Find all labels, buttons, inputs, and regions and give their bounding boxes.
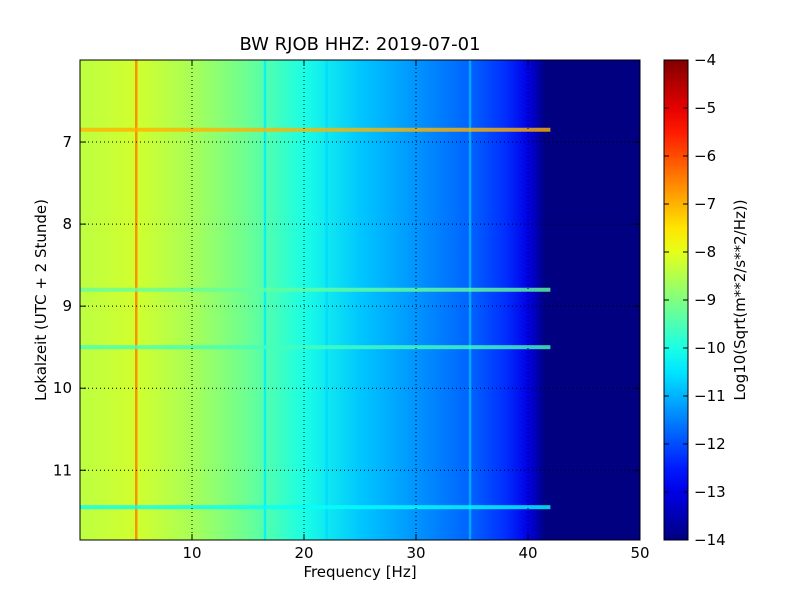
frequency-line — [325, 60, 328, 540]
colorbar-tick-label: −5 — [694, 99, 716, 117]
x-tick-label: 20 — [294, 544, 313, 562]
x-axis: 10 20 30 40 50 — [182, 60, 650, 562]
colorbar-tick-label: −14 — [694, 531, 726, 549]
time-event — [80, 505, 551, 510]
y-tick-label: 7 — [62, 133, 72, 151]
time-event — [80, 287, 551, 292]
colorbar-tick-label: −9 — [694, 291, 716, 309]
y-tick-label: 11 — [53, 461, 72, 479]
x-tick-label: 40 — [518, 544, 537, 562]
x-tick-label: 10 — [182, 544, 201, 562]
heatmap-background — [80, 60, 640, 540]
heatmap-area — [80, 60, 640, 540]
colorbar-label: Log10(Sqrt(m**2/s**2/Hz)) — [731, 199, 749, 400]
colorbar-tick-label: −8 — [694, 243, 716, 261]
colorbar-tick-label: −7 — [694, 195, 716, 213]
colorbar-tick-label: −10 — [694, 339, 726, 357]
x-tick-label: 30 — [406, 544, 425, 562]
y-tick-label: 9 — [62, 297, 72, 315]
colorbar-tick-label: −4 — [694, 51, 716, 69]
time-event — [80, 127, 551, 132]
colorbar-tick-label: −6 — [694, 147, 716, 165]
grid-lines — [80, 60, 640, 540]
chart-title: BW RJOB HHZ: 2019-07-01 — [239, 34, 480, 55]
y-tick-label: 8 — [62, 215, 72, 233]
plot-frame — [79, 59, 641, 541]
colorbar-tick-label: −11 — [694, 387, 726, 405]
y-tick-label: 10 — [53, 379, 72, 397]
colorbar-tick-label: −12 — [694, 435, 726, 453]
frequency-line — [263, 60, 267, 540]
x-axis-label: Frequency [Hz] — [303, 563, 416, 581]
colorbar-tick-label: −13 — [694, 483, 726, 501]
frequency-line — [135, 60, 138, 540]
frequency-line — [468, 60, 472, 540]
y-axis: 7 8 9 10 11 — [53, 133, 640, 479]
y-axis-label: Lokalzeit (UTC + 2 Stunde) — [32, 199, 50, 401]
time-event — [80, 345, 551, 350]
colorbar: −4 −5 −6 −7 −8 −9 −10 −11 −12 −13 −14 — [663, 51, 726, 549]
x-tick-label: 50 — [630, 544, 649, 562]
